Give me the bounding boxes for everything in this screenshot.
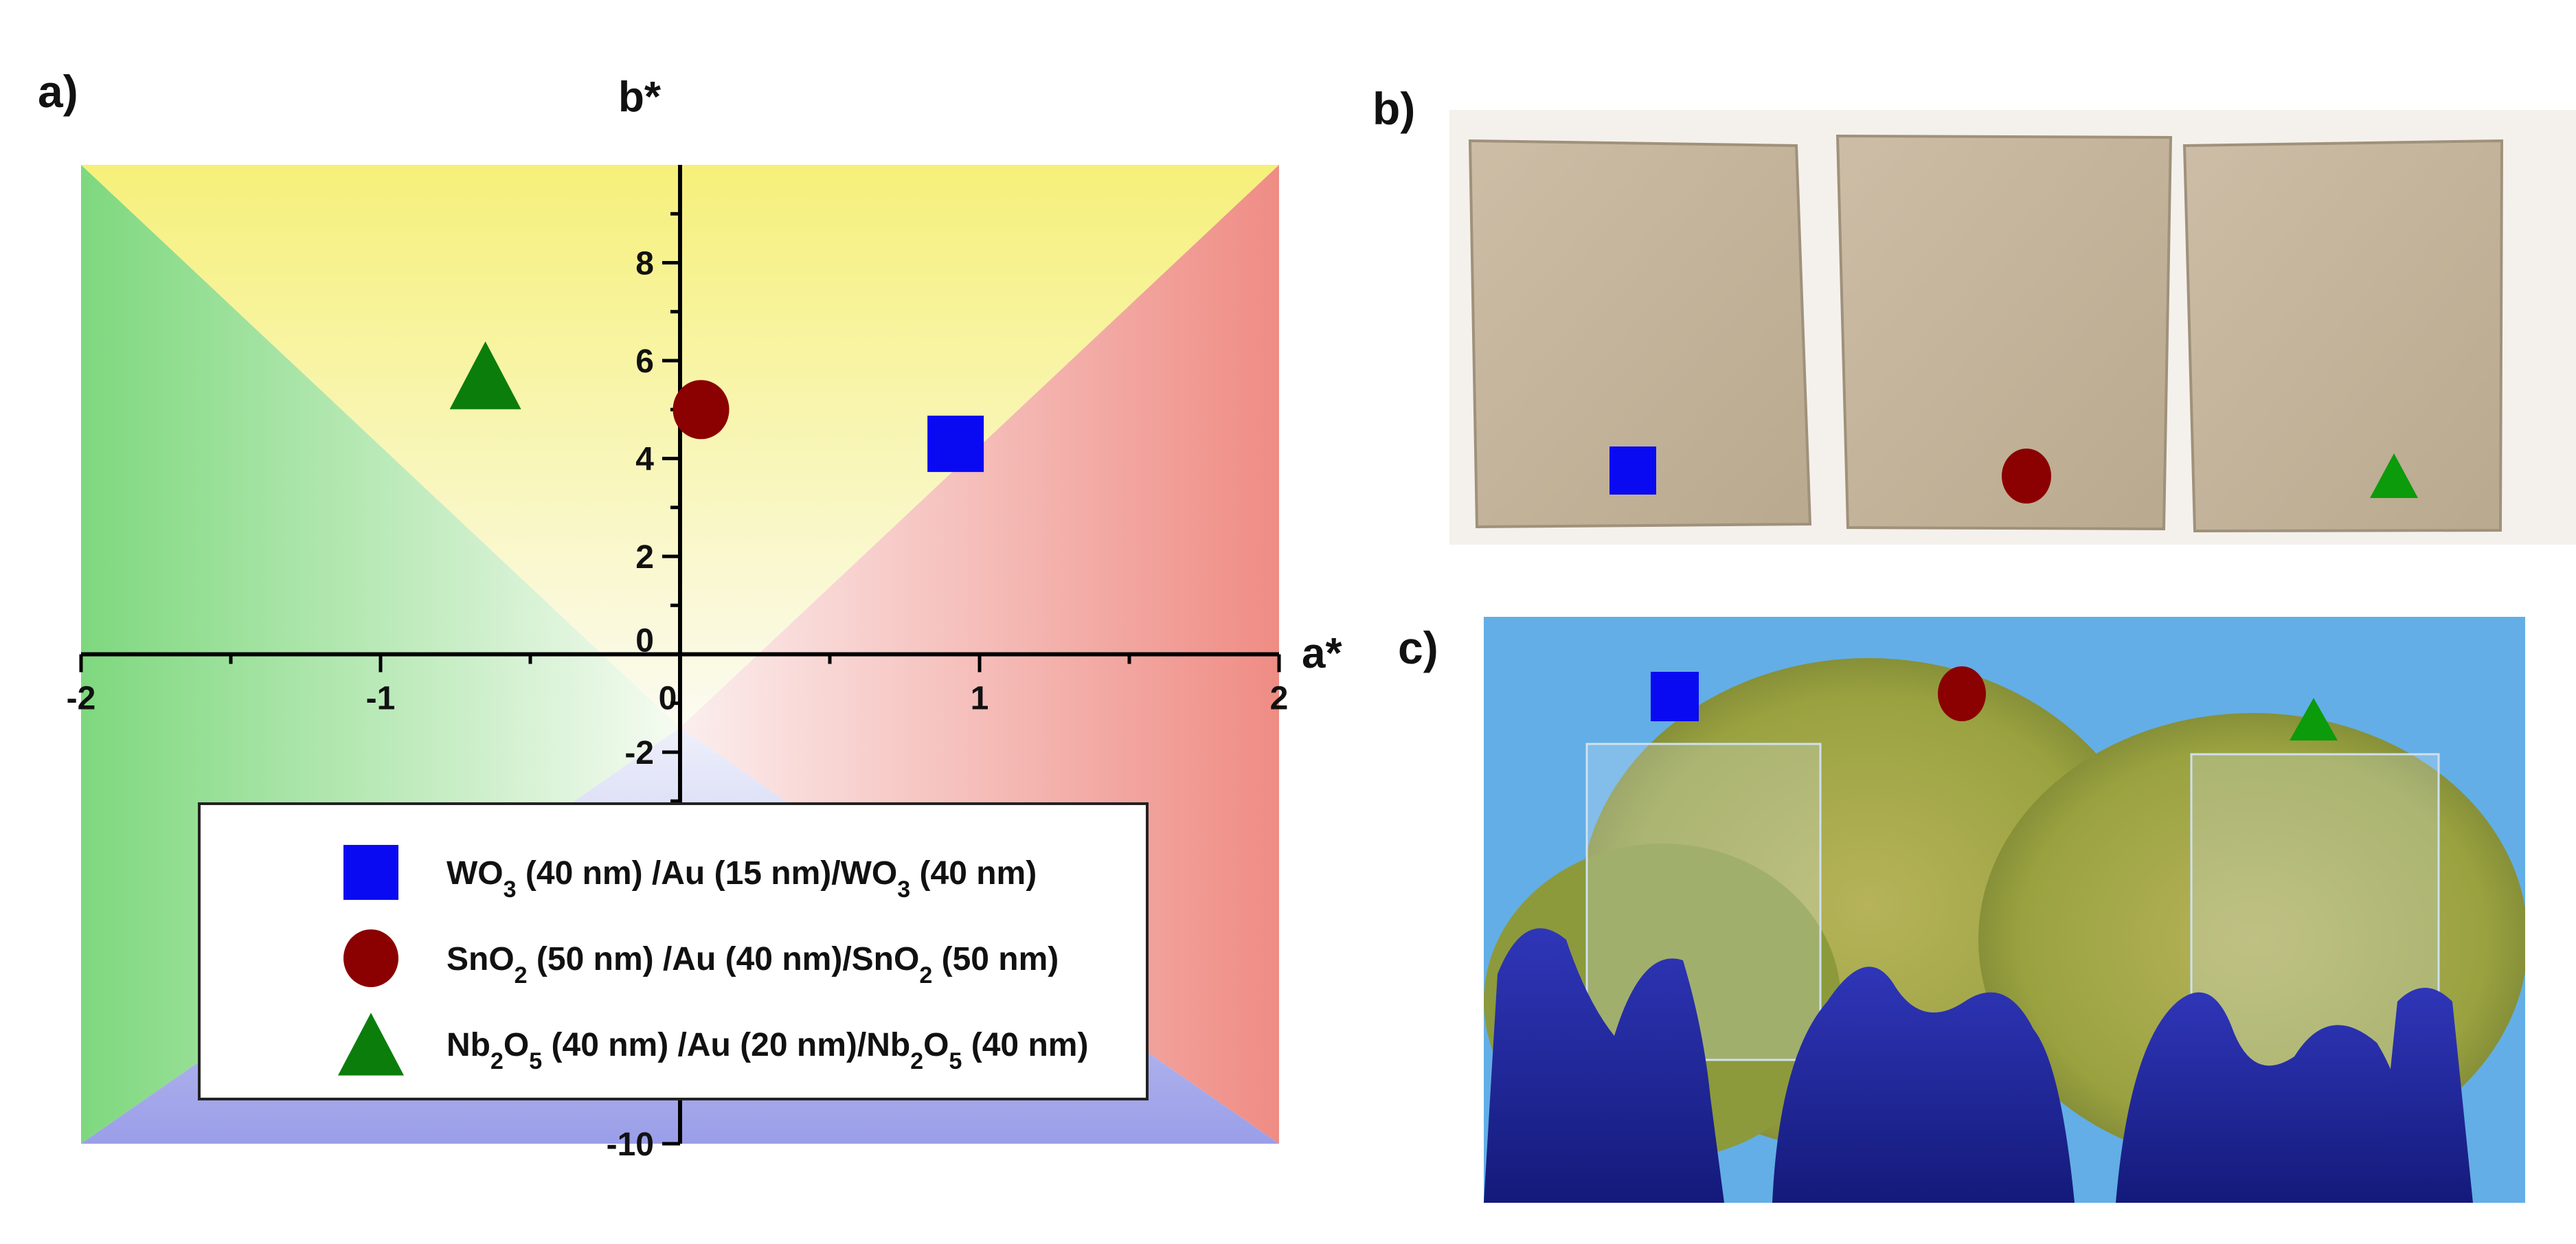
- triangle-data-point: [449, 341, 521, 409]
- x-axis-label: a*: [1302, 630, 1342, 677]
- legend-circle-marker: [343, 929, 398, 987]
- circle-marker: [1938, 666, 1986, 721]
- sample-slide-2: [1835, 134, 2173, 531]
- x-tick-label: 1: [971, 681, 989, 717]
- square-data-point: [927, 416, 984, 473]
- panel-b-label: b): [1372, 83, 1416, 134]
- y-tick-label: 6: [635, 343, 654, 380]
- triangle-marker: [2290, 698, 2338, 740]
- panel-a-label: a): [38, 66, 78, 117]
- glove-left: [1484, 928, 1724, 1203]
- y-tick-label: 2: [635, 539, 654, 576]
- y-tick-label: -10: [607, 1127, 654, 1163]
- y-tick-label: 4: [635, 442, 654, 478]
- samples-outdoor-photo: [1484, 617, 2525, 1203]
- y-axis-label: b*: [618, 73, 662, 121]
- legend-entry-label: Nb2O5 (40 nm) /Au (20 nm)/Nb2O5 (40 nm): [447, 1027, 1088, 1074]
- square-marker: [1651, 672, 1699, 721]
- glove-far-right: [2377, 988, 2473, 1203]
- tree-foliage-right: [1978, 713, 2525, 1166]
- y-tick-label: -2: [624, 735, 654, 771]
- samples-photo-drawing: [1468, 134, 2504, 533]
- glove-right: [2116, 992, 2418, 1203]
- legend-square-marker: [343, 845, 398, 900]
- samples-photo: [1449, 110, 2576, 545]
- circle-data-point: [673, 380, 730, 440]
- triangle-marker: [2370, 453, 2418, 498]
- legend-entry-label: WO3 (40 nm) /Au (15 nm)/WO3 (40 nm): [447, 855, 1037, 903]
- glass-slide-left: [1585, 743, 1822, 1061]
- x-tick-label: 2: [1270, 681, 1289, 717]
- data-points: [449, 341, 984, 473]
- legend-triangle-marker: [338, 1013, 404, 1076]
- x-tick-label: 0: [659, 681, 677, 717]
- sample-slide-3: [2182, 139, 2504, 533]
- sample-slide-1: [1468, 139, 1812, 529]
- glove-middle: [1772, 966, 2075, 1203]
- y-tick-label: 0: [635, 623, 654, 659]
- circle-marker: [2002, 449, 2051, 504]
- y-tick-label: 8: [635, 246, 654, 282]
- outdoor-photo-drawing: [1484, 617, 2525, 1203]
- square-marker: [1609, 446, 1656, 495]
- legend-entry-label: SnO2 (50 nm) /Au (40 nm)/SnO2 (50 nm): [447, 941, 1059, 988]
- panel-c-label: c): [1398, 622, 1438, 673]
- x-tick-label: -1: [366, 681, 396, 717]
- legend: WO3 (40 nm) /Au (15 nm)/WO3 (40 nm) SnO2 …: [198, 802, 1149, 1100]
- x-tick-label: -2: [67, 681, 96, 717]
